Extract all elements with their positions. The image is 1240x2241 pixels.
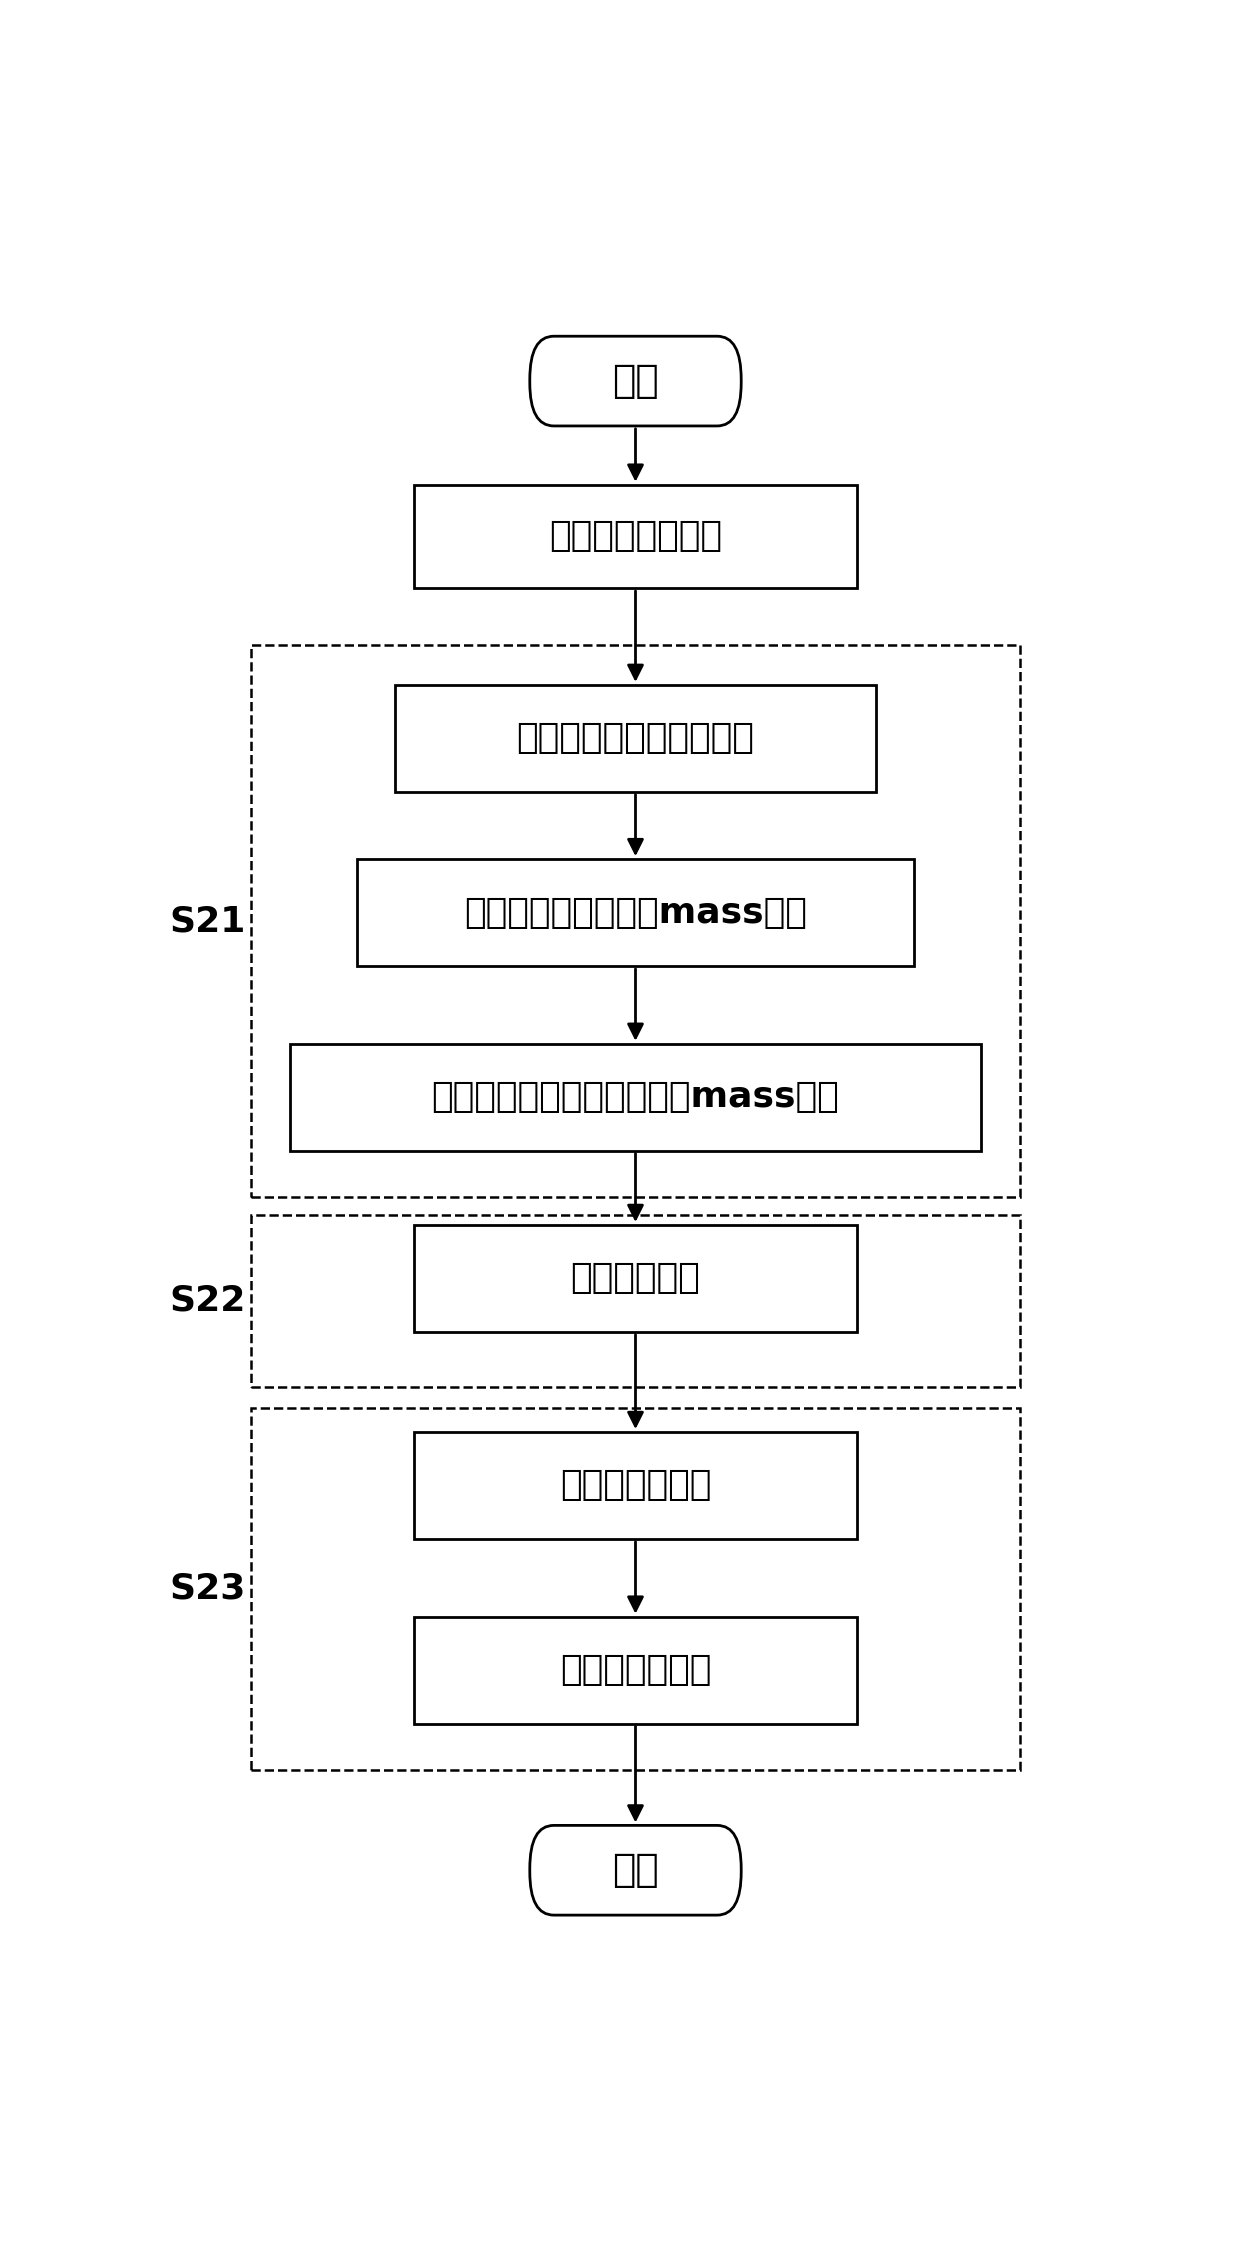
Text: 开始: 开始 bbox=[613, 363, 658, 401]
Text: S21: S21 bbox=[170, 903, 246, 939]
Text: 输入候选量测数据: 输入候选量测数据 bbox=[549, 520, 722, 554]
FancyBboxPatch shape bbox=[357, 858, 914, 966]
Text: S22: S22 bbox=[170, 1284, 246, 1318]
Text: 确定参与关联的证据集合: 确定参与关联的证据集合 bbox=[517, 722, 754, 755]
FancyBboxPatch shape bbox=[414, 484, 857, 587]
Text: 结束: 结束 bbox=[613, 1851, 658, 1889]
Text: S23: S23 bbox=[170, 1571, 246, 1607]
Text: 航迹删除与确认: 航迹删除与确认 bbox=[559, 1654, 712, 1687]
Text: 序列概率比检验: 序列概率比检验 bbox=[559, 1468, 712, 1501]
FancyBboxPatch shape bbox=[414, 1226, 857, 1331]
FancyBboxPatch shape bbox=[529, 1826, 742, 1916]
Text: 计算航迹得分: 计算航迹得分 bbox=[570, 1262, 701, 1295]
FancyBboxPatch shape bbox=[396, 686, 875, 791]
FancyBboxPatch shape bbox=[414, 1616, 857, 1723]
FancyBboxPatch shape bbox=[414, 1432, 857, 1540]
Text: 分别计算每个证据的mass函数: 分别计算每个证据的mass函数 bbox=[464, 896, 807, 930]
FancyBboxPatch shape bbox=[529, 336, 742, 426]
Text: 证据综合，计算量测的综合mass函数: 证据综合，计算量测的综合mass函数 bbox=[432, 1080, 839, 1114]
FancyBboxPatch shape bbox=[290, 1044, 982, 1150]
